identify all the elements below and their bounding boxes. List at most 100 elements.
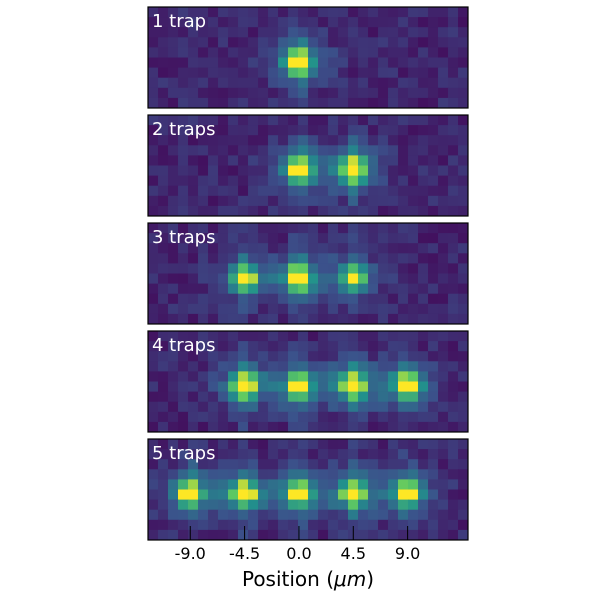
heatmap-cell: [248, 135, 259, 146]
heatmap-cell: [178, 391, 189, 403]
heatmap-cell: [258, 293, 269, 305]
heatmap-cell: [218, 469, 229, 480]
heatmap-cell: [388, 401, 399, 413]
heatmap-cell: [258, 341, 269, 352]
heatmap-cell: [428, 411, 439, 423]
heatmap-cell: [278, 351, 289, 362]
heatmap-cell: [318, 341, 329, 352]
heatmap-cell: [448, 175, 459, 187]
heatmap-cell: [248, 519, 259, 531]
heatmap-cell: [328, 439, 339, 450]
heatmap-cell: [318, 205, 329, 216]
heatmap-cell: [458, 125, 468, 136]
heatmap-cell: [238, 401, 249, 413]
heatmap-cell: [438, 7, 449, 18]
heatmap-cell: [318, 195, 329, 207]
heatmap-cell: [148, 449, 159, 460]
heatmap-cell: [338, 401, 349, 413]
heatmap-cell: [208, 233, 219, 244]
heatmap-cell: [208, 155, 219, 167]
heatmap-cell: [288, 243, 299, 254]
heatmap-cell: [238, 37, 249, 48]
heatmap-cell: [178, 77, 189, 89]
heatmap-cell: [188, 145, 199, 156]
heatmap-cell: [278, 115, 289, 126]
heatmap-cell: [388, 125, 399, 136]
heatmap-cell: [438, 303, 449, 315]
heatmap-cell: [318, 351, 329, 362]
heatmap-cell: [428, 205, 439, 216]
heatmap-cell: [218, 529, 229, 540]
heatmap-cell: [168, 47, 179, 59]
heatmap-cell: [428, 293, 439, 305]
heatmap-cell: [318, 381, 329, 393]
heatmap-cell: [228, 97, 239, 108]
heatmap-cell: [158, 115, 169, 126]
heatmap-cell: [318, 17, 329, 28]
heatmap-cell: [258, 57, 269, 69]
heatmap-cell: [328, 341, 339, 352]
heatmap-cell: [288, 87, 299, 99]
heatmap-cell: [238, 263, 249, 275]
heatmap-cell: [268, 77, 279, 89]
heatmap-cell: [298, 283, 309, 295]
heatmap-cell: [418, 223, 429, 234]
heatmap-cell: [208, 439, 219, 450]
heatmap-cell: [398, 381, 409, 393]
heatmap-cell: [318, 509, 329, 521]
heatmap-cell: [408, 439, 419, 450]
heatmap-cell: [188, 67, 199, 79]
heatmap-cell: [438, 391, 449, 403]
heatmap-cell: [268, 125, 279, 136]
heatmap-cell: [408, 283, 419, 295]
heatmap-cell: [298, 411, 309, 423]
heatmap-cell: [288, 155, 299, 167]
heatmap-cell: [208, 37, 219, 48]
heatmap-cell: [268, 243, 279, 254]
heatmap-cell: [248, 233, 259, 244]
heatmap-cell: [428, 135, 439, 146]
heatmap-cell: [448, 47, 459, 59]
heatmap-cell: [218, 263, 229, 275]
heatmap-cell: [458, 331, 468, 342]
heatmap-cell: [298, 303, 309, 315]
heatmap-cell: [208, 145, 219, 156]
heatmap-cell: [418, 411, 429, 423]
heatmap-cell: [318, 67, 329, 79]
heatmap-cell: [418, 27, 429, 38]
heatmap-cell: [248, 273, 259, 285]
heatmap-cell: [328, 17, 339, 28]
heatmap-cell: [408, 77, 419, 89]
heatmap-cell: [158, 223, 169, 234]
heatmap-cells: [148, 115, 468, 216]
heatmap-cell: [398, 401, 409, 413]
heatmap-cell: [298, 489, 309, 501]
heatmap-cell: [278, 135, 289, 146]
heatmap-cell: [368, 529, 379, 540]
heatmap-cell: [218, 371, 229, 383]
heatmap-cell: [428, 273, 439, 285]
heatmap-cell: [268, 421, 279, 432]
heatmap-cell: [148, 411, 159, 423]
heatmap-cell: [168, 361, 179, 372]
heatmap-cell: [378, 263, 389, 275]
heatmap-cell: [178, 125, 189, 136]
heatmap-cell: [348, 243, 359, 254]
heatmap-cell: [308, 273, 319, 285]
heatmap-cell: [318, 479, 329, 491]
heatmap-cell: [258, 17, 269, 28]
heatmap-cell: [398, 125, 409, 136]
heatmap-cell: [228, 27, 239, 38]
heatmap-cell: [458, 155, 468, 167]
heatmap-cell: [448, 331, 459, 342]
heatmap-cell: [238, 273, 249, 285]
heatmap-cell: [268, 155, 279, 167]
heatmap-cell: [328, 223, 339, 234]
heatmap-cell: [208, 351, 219, 362]
heatmap-cell: [458, 7, 468, 18]
heatmap-cell: [198, 479, 209, 491]
heatmap-cell: [198, 125, 209, 136]
heatmap-cell: [278, 7, 289, 18]
heatmap-cell: [148, 401, 159, 413]
heatmap-cell: [368, 233, 379, 244]
